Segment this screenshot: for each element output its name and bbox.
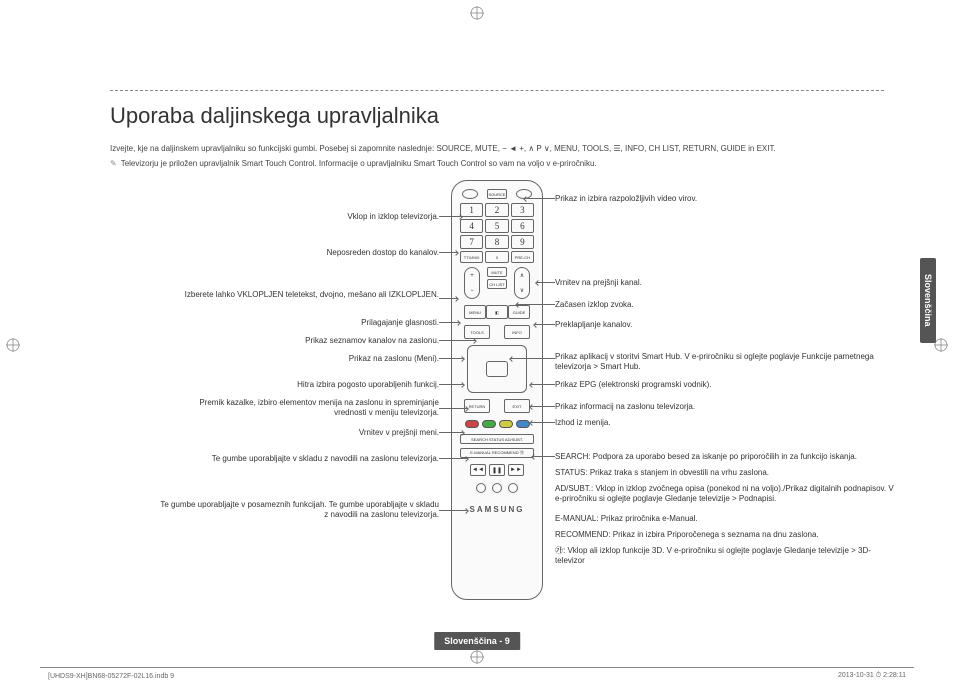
color-a[interactable] — [465, 420, 479, 428]
label-chlist: Prikaz seznamov kanalov na zaslonu. — [305, 336, 439, 346]
color-b[interactable] — [482, 420, 496, 428]
num-4[interactable]: 4 — [460, 219, 483, 233]
label-mute: Začasen izklop zvoka. — [555, 300, 634, 310]
source-button[interactable]: SOURCE — [487, 189, 507, 199]
label-return: Vrnitev v prejšnji meni. — [359, 428, 439, 438]
remote-diagram: SOURCE 1 2 3 4 5 6 7 8 9 TTX/MIX 0 PRE-C… — [110, 180, 884, 600]
chlist-button[interactable]: CH LIST — [487, 279, 507, 289]
channel-rocker[interactable]: ∧∨ — [514, 267, 530, 299]
label-source: Prikaz in izbira razpoložljivih video vi… — [555, 194, 697, 204]
pause-button[interactable]: ❚❚ — [489, 464, 505, 476]
num-3[interactable]: 3 — [511, 203, 534, 217]
num-1[interactable]: 1 — [460, 203, 483, 217]
intro-text: Izvejte, kje na daljinskem upravljalniku… — [110, 143, 884, 155]
stop-button[interactable] — [508, 483, 518, 493]
page-title: Uporaba daljinskega upravljalnika — [110, 103, 884, 129]
label-p: Preklapljanje kanalov. — [555, 320, 632, 330]
remote-body: SOURCE 1 2 3 4 5 6 7 8 9 TTX/MIX 0 PRE-C… — [451, 180, 543, 600]
label-tools: Hitra izbira pogosto uporabljenih funkci… — [297, 380, 439, 390]
menu-button[interactable]: MENU — [464, 305, 486, 319]
label-3d: ㉮: Vklop ali izklop funkcije 3D. V e-pri… — [555, 546, 895, 567]
label-direct: Neposreden dostop do kanalov. — [327, 248, 439, 258]
page-number-badge: Slovenščina - 9 — [434, 632, 520, 650]
note-text: Televizorju je priložen upravljalnik Sma… — [110, 159, 884, 168]
num-5[interactable]: 5 — [485, 219, 508, 233]
play-button[interactable] — [492, 483, 502, 493]
search-status-row[interactable]: SEARCH STATUS AD/SUBT. — [460, 434, 534, 444]
label-prech: Vrnitev na prejšnji kanal. — [555, 278, 642, 288]
emanual-row[interactable]: E-MANUAL RECOMMEND ㉮ — [460, 448, 534, 458]
label-menu: Prikaz na zaslonu (Meni). — [349, 354, 439, 364]
rewind-button[interactable]: ◄◄ — [470, 464, 486, 476]
num-0[interactable]: 0 — [485, 251, 508, 263]
prech-button[interactable]: PRE-CH — [511, 251, 534, 263]
return-button[interactable]: RETURN — [464, 399, 490, 413]
volume-rocker[interactable]: +− — [464, 267, 480, 299]
footer-filename: [UHDS9-XH]BN68-05272F-02L16.indb 9 — [48, 673, 174, 680]
number-pad[interactable]: 1 2 3 4 5 6 7 8 9 — [458, 203, 536, 249]
forward-button[interactable]: ►► — [508, 464, 524, 476]
tools-button[interactable]: TOOLS — [464, 325, 490, 339]
color-c[interactable] — [499, 420, 513, 428]
num-2[interactable]: 2 — [485, 203, 508, 217]
label-colors: Te gumbe uporabljajte v skladu z navodil… — [159, 454, 439, 464]
num-8[interactable]: 8 — [485, 235, 508, 249]
label-ttx: Izberete lahko VKLOPLJEN teletekst, dvoj… — [179, 290, 439, 300]
footer-timestamp: 2013-10-31 ⏱ 2:28:11 — [838, 672, 906, 680]
label-recommend: RECOMMEND: Prikaz in izbira Priporočeneg… — [555, 530, 895, 540]
num-9[interactable]: 9 — [511, 235, 534, 249]
label-dpad: Premik kazalke, izbiro elementov menija … — [179, 398, 439, 419]
label-status: STATUS: Prikaz traka s stanjem in obvest… — [555, 468, 895, 478]
color-d[interactable] — [516, 420, 530, 428]
label-guide: Prikaz EPG (elektronski programski vodni… — [555, 380, 712, 390]
label-vol: Prilagajanje glasnosti. — [361, 318, 439, 328]
num-6[interactable]: 6 — [511, 219, 534, 233]
mute-button[interactable]: MUTE — [487, 267, 507, 277]
exit-button[interactable]: EXIT — [504, 399, 530, 413]
num-7[interactable]: 7 — [460, 235, 483, 249]
label-info: Prikaz informacij na zaslonu televizorja… — [555, 402, 695, 412]
footer-divider — [40, 667, 914, 668]
brand-logo: SAMSUNG — [470, 505, 525, 514]
power-button[interactable] — [462, 189, 478, 199]
section-divider — [110, 90, 884, 91]
smarthub-button[interactable]: ◧ — [486, 305, 508, 319]
label-emanual: E-MANUAL: Prikaz priročnika e-Manual. — [555, 514, 895, 524]
dpad[interactable] — [467, 345, 527, 393]
label-power: Vklop in izklop televizorja. — [347, 212, 439, 222]
label-exit: Izhod iz menija. — [555, 418, 611, 428]
ttx-button[interactable]: TTX/MIX — [460, 251, 483, 263]
label-transport: Te gumbe uporabljajte v posameznih funkc… — [159, 500, 439, 521]
guide-button[interactable]: GUIDE — [508, 305, 530, 319]
info-button[interactable]: INFO — [504, 325, 530, 339]
record-button[interactable] — [476, 483, 486, 493]
label-adsubt: AD/SUBT.: Vklop in izklop zvočnega opisa… — [555, 484, 895, 505]
label-smarthub: Prikaz aplikacij v storitvi Smart Hub. V… — [555, 352, 875, 373]
label-search: SEARCH: Podpora za uporabo besed za iska… — [555, 452, 895, 462]
